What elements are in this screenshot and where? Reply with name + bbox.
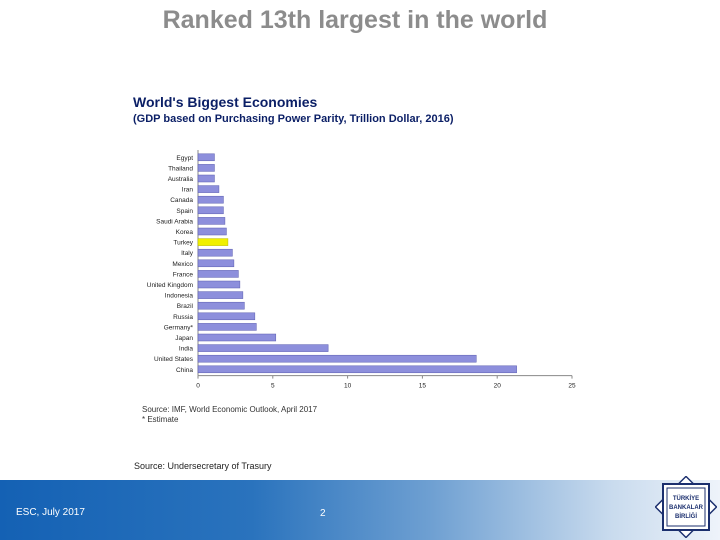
category-label: Spain bbox=[176, 208, 193, 215]
category-label: Turkey bbox=[173, 240, 193, 247]
bar-iran bbox=[197, 185, 220, 193]
bar-saudi-arabia bbox=[197, 217, 226, 225]
chart-source: Source: IMF, World Economic Outlook, Apr… bbox=[142, 405, 318, 414]
bar-australia bbox=[197, 174, 215, 183]
bar-canada bbox=[197, 195, 224, 204]
bar-united-kingdom bbox=[197, 280, 241, 289]
x-tick-label: 0 bbox=[196, 383, 200, 390]
slide-title: Ranked 13th largest in the world bbox=[162, 6, 548, 34]
bar-france bbox=[197, 270, 239, 278]
bar-russia bbox=[197, 312, 256, 321]
bar-indonesia bbox=[197, 291, 244, 299]
bar-egypt bbox=[197, 153, 215, 162]
bar-korea bbox=[197, 227, 227, 236]
category-label: Mexico bbox=[172, 261, 193, 268]
bar-china bbox=[197, 365, 517, 374]
category-label: Iran bbox=[182, 187, 194, 194]
category-label: Egypt bbox=[176, 155, 193, 162]
footer-band bbox=[0, 480, 720, 540]
category-label: Brazil bbox=[177, 303, 194, 310]
category-label: Saudi Arabia bbox=[156, 218, 193, 225]
category-label: Japan bbox=[175, 335, 193, 342]
chart-subtitle: (GDP based on Purchasing Power Parity, T… bbox=[133, 113, 454, 125]
category-label: Korea bbox=[176, 229, 194, 236]
category-label: Indonesia bbox=[165, 293, 194, 300]
category-label: Thailand bbox=[168, 165, 193, 172]
category-label: United States bbox=[154, 356, 194, 363]
svg-text:BİRLİĞİ: BİRLİĞİ bbox=[675, 512, 697, 520]
bank-association-logo: TÜRKİYE BANKALAR BİRLİĞİ bbox=[655, 476, 717, 538]
chart-note: * Estimate bbox=[142, 415, 179, 424]
category-label: Australia bbox=[168, 176, 194, 183]
bar-japan bbox=[197, 333, 277, 342]
x-tick-label: 15 bbox=[419, 383, 427, 390]
x-tick-label: 5 bbox=[271, 383, 275, 390]
bar-spain bbox=[197, 206, 224, 215]
page-number: 2 bbox=[320, 508, 326, 519]
bar-thailand bbox=[197, 164, 215, 172]
footer-date: ESC, July 2017 bbox=[16, 507, 85, 518]
category-label: Germany* bbox=[164, 324, 194, 331]
bar-turkey bbox=[197, 238, 229, 246]
category-label: Russia bbox=[173, 314, 193, 321]
svg-text:BANKALAR: BANKALAR bbox=[669, 505, 704, 511]
bar-india bbox=[197, 344, 329, 352]
category-label: Italy bbox=[181, 250, 194, 257]
bar-germany bbox=[197, 323, 257, 331]
category-label: United Kingdom bbox=[147, 282, 193, 289]
bar-italy bbox=[197, 248, 233, 257]
category-label: Canada bbox=[170, 197, 193, 204]
category-label: India bbox=[179, 346, 193, 353]
category-label: China bbox=[176, 367, 193, 374]
x-tick-label: 20 bbox=[494, 383, 502, 390]
svg-text:TÜRKİYE: TÜRKİYE bbox=[673, 495, 699, 502]
category-label: France bbox=[173, 271, 194, 278]
x-tick-label: 25 bbox=[568, 383, 576, 390]
chart-title: World's Biggest Economies bbox=[133, 94, 318, 110]
slide-source: Source: Undersecretary of Trasury bbox=[134, 461, 272, 471]
bar-mexico bbox=[197, 259, 235, 268]
bar-brazil bbox=[197, 301, 245, 310]
x-tick-label: 10 bbox=[344, 383, 352, 390]
bar-united-states bbox=[197, 354, 477, 363]
